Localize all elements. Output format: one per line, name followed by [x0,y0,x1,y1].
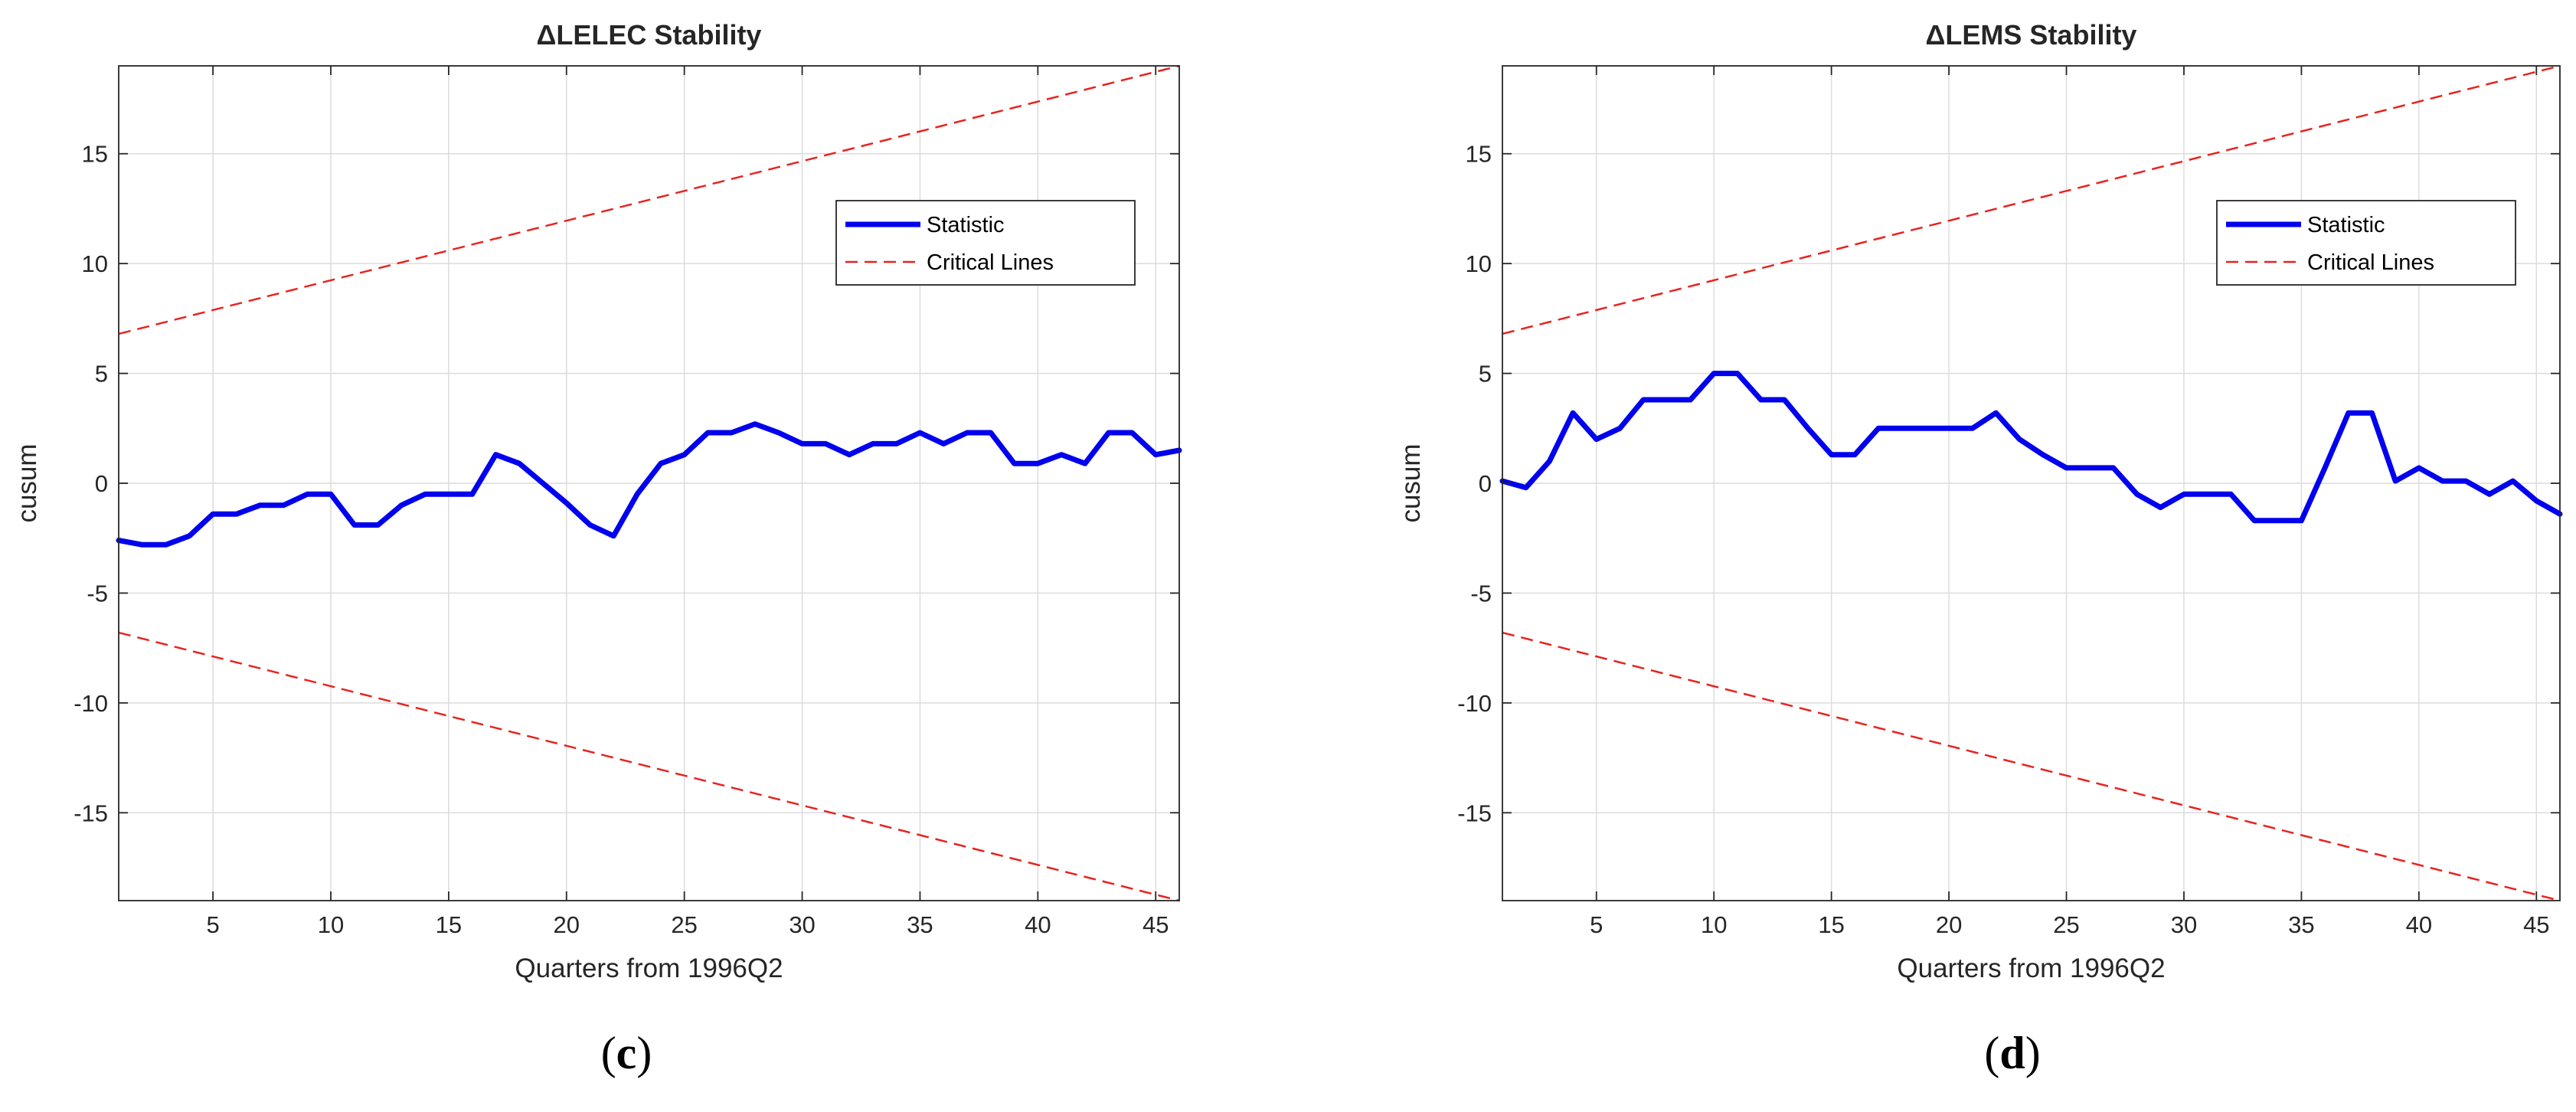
y-tick-label: 10 [82,250,108,277]
statistic-series-line [1499,371,2563,524]
y-tick-label: 15 [82,141,108,168]
panel-c-chart: 5 10 15 20 25 30 35 40 45 -15 -10 -5 0 5 10 15 ΔLELEC St… [12,19,1182,1078]
y-tick-label: 5 [95,361,108,388]
y-tick-label: -15 [1457,800,1492,826]
legend-box [2216,200,2516,286]
chart-title: ΔLELEC Stability [537,19,762,51]
upper-critical-line [118,64,1180,335]
x-tick-label: 10 [318,911,344,938]
y-tick-label: -10 [1457,690,1492,717]
legend: Statistic Critical Lines [2216,200,2516,286]
lower-critical-line [118,631,1180,902]
x-tick-label: 35 [907,911,933,938]
y-tick-label: 0 [1479,470,1492,497]
x-tick-label: 5 [1590,911,1603,938]
x-tick-label: 25 [2053,911,2079,938]
x-tick-label: 40 [2406,911,2432,938]
x-tick-label: 35 [2288,911,2314,938]
caption-close-paren: ) [2025,1028,2041,1078]
panel-d-chart: 5 10 15 20 25 30 35 40 45 -15 -10 -5 0 5 10 15 ΔLEMS Sta… [1396,19,2563,1078]
y-tick-label: 10 [1466,250,1492,277]
x-tick-label: 15 [436,911,462,938]
y-tick-label: -5 [1470,580,1492,607]
y-tick-label: 15 [1466,141,1492,168]
x-tick-label: 45 [2523,911,2549,938]
y-tick-label: -5 [87,580,108,607]
legend: Statistic Critical Lines [835,200,1136,286]
lower-critical-line [1502,631,2561,902]
chart-title: ΔLEMS Stability [1926,19,2137,51]
y-tick-label: 0 [95,470,108,497]
legend-statistic-label: Statistic [2307,213,2385,237]
x-tick-label: 5 [206,911,219,938]
legend-box [835,200,1136,286]
x-tick-label: 40 [1025,911,1051,938]
caption-letter: c [616,1028,637,1078]
panel-caption: (c) [601,1028,652,1078]
statistic-series-line [116,421,1182,548]
x-tick-label: 20 [554,911,580,938]
x-tick-label: 45 [1143,911,1169,938]
legend-statistic-label: Statistic [927,213,1005,237]
y-axis-label: cusum [1396,443,1426,522]
caption-letter: d [1999,1028,2025,1078]
x-tick-label: 25 [671,911,697,938]
caption-open-paren: ( [1984,1028,1999,1078]
y-tick-label: -10 [74,690,108,717]
upper-critical-line [1502,64,2561,335]
x-tick-label: 15 [1818,911,1844,938]
x-tick-label: 30 [789,911,815,938]
caption-open-paren: ( [601,1028,616,1078]
legend-critical-label: Critical Lines [2307,250,2434,275]
legend-critical-label: Critical Lines [927,250,1054,275]
x-tick-label: 10 [1701,911,1727,938]
y-tick-label: 5 [1479,361,1492,388]
caption-close-paren: ) [636,1028,652,1078]
x-tick-label: 30 [2171,911,2197,938]
x-axis-label: Quarters from 1996Q2 [1897,953,2165,983]
y-axis-label: cusum [12,443,42,522]
panel-caption: (d) [1984,1028,2040,1078]
x-tick-label: 20 [1936,911,1962,938]
x-axis-label: Quarters from 1996Q2 [515,953,783,983]
y-tick-label: -15 [74,800,108,826]
